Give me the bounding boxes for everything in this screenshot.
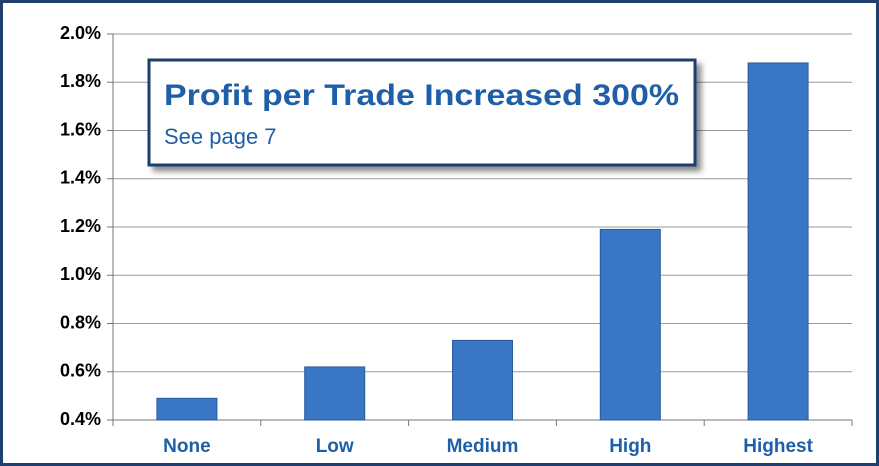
y-tick-label: 0.6%: [60, 361, 101, 381]
chart-subtitle: See page 7: [164, 124, 277, 149]
y-tick-label: 1.2%: [60, 216, 101, 236]
bar: [156, 397, 218, 421]
x-tick-label: None: [163, 436, 211, 457]
bar: [304, 366, 366, 421]
y-tick-label: 2.0%: [60, 23, 101, 43]
chart-title: Profit per Trade Increased 300%: [164, 79, 679, 112]
y-tick-label: 0.8%: [60, 312, 101, 332]
bar: [452, 339, 513, 421]
x-tick-label: High: [609, 436, 651, 457]
x-tick-label: Low: [316, 436, 354, 457]
bar: [747, 62, 809, 421]
annotation-box: [147, 58, 697, 167]
y-tick-label: 1.6%: [60, 119, 101, 139]
y-tick-label: 1.4%: [60, 168, 101, 188]
bar: [599, 228, 661, 421]
y-tick-label: 0.4%: [60, 409, 101, 429]
x-tick-label: Highest: [743, 436, 813, 457]
y-tick-label: 1.8%: [60, 71, 101, 91]
y-tick-label: 1.0%: [60, 264, 101, 284]
x-tick-label: Medium: [447, 436, 519, 457]
